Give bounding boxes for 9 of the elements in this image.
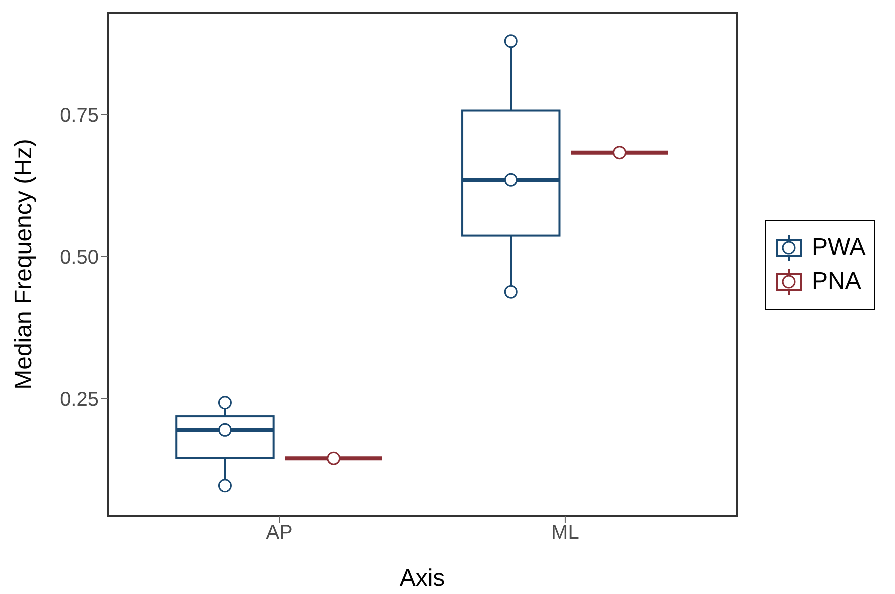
- legend-label: PWA: [812, 234, 866, 262]
- y-tick-label: 0.75: [60, 104, 99, 127]
- y-axis-title: Median Frequency (Hz): [10, 139, 38, 390]
- x-tick-label: AP: [266, 522, 293, 544]
- x-axis-title: Axis: [400, 565, 446, 592]
- x-tick-label: ML: [552, 522, 580, 544]
- legend-label: PNA: [812, 268, 862, 296]
- y-tick-label: 0.25: [60, 389, 99, 412]
- y-tick-label: 0.50: [60, 246, 99, 269]
